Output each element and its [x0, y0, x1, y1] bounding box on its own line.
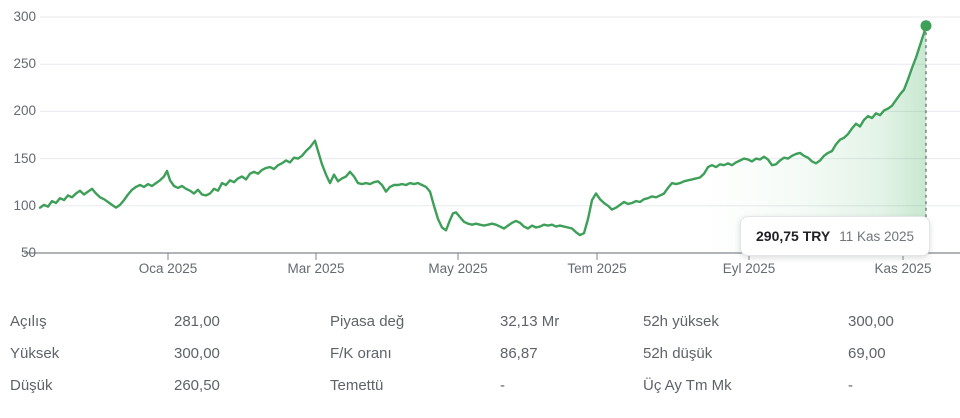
price-chart-canvas[interactable]	[0, 0, 960, 290]
price-line	[38, 24, 928, 237]
stat-label: Açılış	[10, 313, 47, 330]
stat-value: 69,00	[848, 345, 886, 362]
stat-row-acilis: Açılış 281,00	[10, 306, 310, 338]
stat-value: 300,00	[848, 313, 894, 330]
stat-label: Temettü	[330, 377, 384, 394]
y-axis-label: 200	[13, 103, 36, 118]
x-axis-label: Eyl 2025	[722, 261, 776, 276]
tooltip-price: 290,75 TRY	[756, 228, 831, 244]
stats-column-price: Açılış 281,00 Yüksek 300,00 Düşük 260,50	[10, 306, 310, 402]
stat-row-yuksek: Yüksek 300,00	[10, 338, 310, 370]
stat-value: 260,50	[174, 377, 220, 394]
x-axis-label: Mar 2025	[287, 261, 345, 276]
stat-value: 281,00	[174, 313, 220, 330]
key-stats-table: Açılış 281,00 Yüksek 300,00 Düşük 260,50…	[0, 306, 960, 406]
stat-row-temettu: Temettü -	[330, 370, 630, 402]
stat-label: Üç Ay Tm Mk	[643, 377, 732, 394]
last-price-dot	[920, 20, 932, 32]
stat-value: 32,13 Mr	[500, 313, 560, 330]
x-axis-label: Oca 2025	[138, 261, 198, 276]
stat-value: 300,00	[174, 345, 220, 362]
stats-column-52week: 52h yüksek 300,00 52h düşük 69,00 Üç Ay …	[643, 306, 943, 402]
x-axis-label: Tem 2025	[567, 261, 627, 276]
chart-tooltip: 290,75 TRY 11 Kas 2025	[740, 216, 931, 256]
stat-label: Piyasa değ	[330, 313, 405, 330]
stat-label: 52h düşük	[643, 345, 713, 362]
stat-value: -	[848, 377, 853, 394]
stat-row-fk-orani: F/K oranı 86,87	[330, 338, 630, 370]
y-axis-label: 300	[13, 9, 36, 24]
x-axis-label: May 2025	[428, 261, 488, 276]
stat-row-52h-dusuk: 52h düşük 69,00	[643, 338, 943, 370]
stat-value: 86,87	[500, 345, 538, 362]
y-axis-label: 250	[13, 56, 36, 71]
y-axis-label: 150	[13, 151, 36, 166]
x-axis-label: Kas 2025	[874, 261, 932, 276]
tooltip-date: 11 Kas 2025	[839, 228, 915, 244]
y-axis-label: 50	[20, 245, 36, 260]
stat-row-piyasa-deg: Piyasa değ 32,13 Mr	[330, 306, 630, 338]
y-axis-label: 100	[13, 198, 36, 213]
stat-label: 52h yüksek	[643, 313, 719, 330]
stat-row-dusuk: Düşük 260,50	[10, 370, 310, 402]
stat-value: -	[500, 377, 505, 394]
stat-row-52h-yuksek: 52h yüksek 300,00	[643, 306, 943, 338]
stat-row-uc-ay-tm-mk: Üç Ay Tm Mk -	[643, 370, 943, 402]
price-area-fill	[40, 25, 926, 254]
stat-label: F/K oranı	[330, 345, 392, 362]
stat-label: Düşük	[10, 377, 53, 394]
stat-label: Yüksek	[10, 345, 60, 362]
stats-column-fundamentals: Piyasa değ 32,13 Mr F/K oranı 86,87 Teme…	[330, 306, 630, 402]
price-chart[interactable]: 300 250 200 150 100 50 Oca 2025 Mar 2025…	[0, 0, 960, 290]
